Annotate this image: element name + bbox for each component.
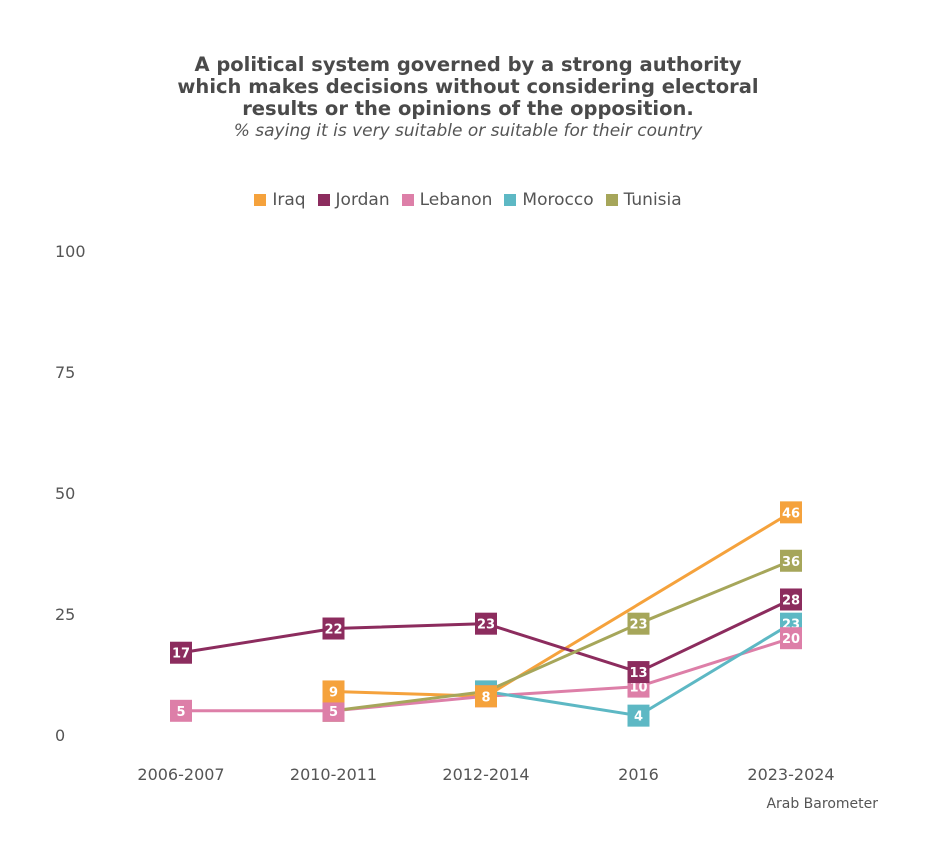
- data-point-jordan: 23: [475, 612, 497, 635]
- data-label: 9: [329, 685, 338, 700]
- legend-item-jordan: Jordan: [317, 190, 390, 210]
- x-tick-label: 2012-2014: [442, 765, 529, 784]
- data-label: 5: [329, 705, 338, 720]
- data-point-morocco: 4: [627, 704, 650, 727]
- data-point-iraq: 9: [322, 680, 345, 703]
- legend-item-morocco: Morocco: [504, 190, 594, 210]
- data-point-lebanon: 20: [780, 627, 802, 650]
- legend-swatch: [317, 194, 330, 206]
- data-point-jordan: 22: [322, 617, 345, 640]
- data-marker: [780, 627, 802, 650]
- data-point-jordan: 28: [780, 588, 802, 611]
- source-label: Arab Barometer: [766, 796, 878, 812]
- y-tick-label: 25: [55, 605, 75, 624]
- data-label: 28: [782, 593, 800, 608]
- data-label: 36: [782, 555, 800, 570]
- data-point-lebanon: 5: [322, 699, 345, 722]
- data-marker: [322, 617, 345, 640]
- series-line-iraq: [333, 511, 792, 698]
- legend-swatch: [605, 194, 618, 206]
- data-point-iraq: 46: [780, 501, 802, 524]
- series-line-tunisia: [333, 559, 792, 713]
- x-tick-label: 2023-2024: [747, 765, 834, 784]
- data-point-tunisia: 23: [627, 612, 650, 635]
- data-marker: [780, 501, 802, 524]
- data-label: 8: [481, 690, 490, 705]
- x-tick-label: 2016: [618, 765, 659, 784]
- data-marker: [627, 704, 650, 727]
- data-marker: [627, 612, 650, 635]
- y-tick-label: 50: [55, 484, 75, 503]
- data-marker: [780, 588, 802, 611]
- data-marker: [475, 685, 497, 708]
- y-tick-label: 0: [55, 726, 65, 745]
- data-point-tunisia: 36: [780, 549, 802, 572]
- data-label: 23: [477, 618, 495, 633]
- data-marker: [170, 699, 192, 722]
- data-marker: [322, 699, 345, 722]
- data-marker: [475, 612, 497, 635]
- data-label: 5: [176, 705, 185, 720]
- chart-legend: Iraq Jordan Lebanon Morocco Tunisia: [0, 190, 936, 210]
- data-label: 17: [172, 647, 190, 662]
- data-marker: [780, 549, 802, 572]
- data-label: 4: [634, 710, 643, 725]
- data-label: 46: [782, 506, 800, 521]
- series-line-jordan: [180, 598, 792, 674]
- data-label: 23: [629, 618, 647, 633]
- data-point-iraq: 8: [475, 685, 497, 708]
- legend-item-iraq: Iraq: [254, 190, 306, 210]
- data-marker: [322, 680, 345, 703]
- x-tick-label: 2010-2011: [290, 765, 377, 784]
- legend-swatch: [254, 194, 267, 206]
- chart-header: A political system governed by a strong …: [168, 54, 768, 142]
- data-label: 20: [782, 632, 800, 647]
- y-tick-label: 100: [55, 242, 86, 261]
- legend-label: Morocco: [522, 190, 594, 210]
- data-label: 22: [324, 623, 342, 638]
- legend-item-tunisia: Tunisia: [605, 190, 682, 210]
- legend-label: Tunisia: [623, 190, 682, 210]
- chart-subtitle: % saying it is very suitable or suitable…: [233, 121, 703, 141]
- legend-swatch: [504, 194, 517, 206]
- data-label: 13: [629, 666, 647, 681]
- data-point-jordan: 17: [170, 641, 192, 664]
- data-marker: [170, 641, 192, 664]
- legend-label: Iraq: [272, 190, 306, 210]
- data-point-jordan: 13: [627, 661, 650, 684]
- legend-item-lebanon: Lebanon: [401, 190, 493, 210]
- legend-label: Lebanon: [419, 190, 493, 210]
- x-tick-label: 2006-2007: [137, 765, 224, 784]
- data-label: 10: [629, 681, 647, 696]
- data-point-lebanon: 5: [170, 699, 192, 722]
- legend-swatch: [401, 194, 414, 206]
- legend-label: Jordan: [335, 190, 390, 210]
- chart-title: A political system governed by a strong …: [177, 53, 759, 120]
- data-marker: [627, 661, 650, 684]
- y-tick-label: 75: [55, 363, 75, 382]
